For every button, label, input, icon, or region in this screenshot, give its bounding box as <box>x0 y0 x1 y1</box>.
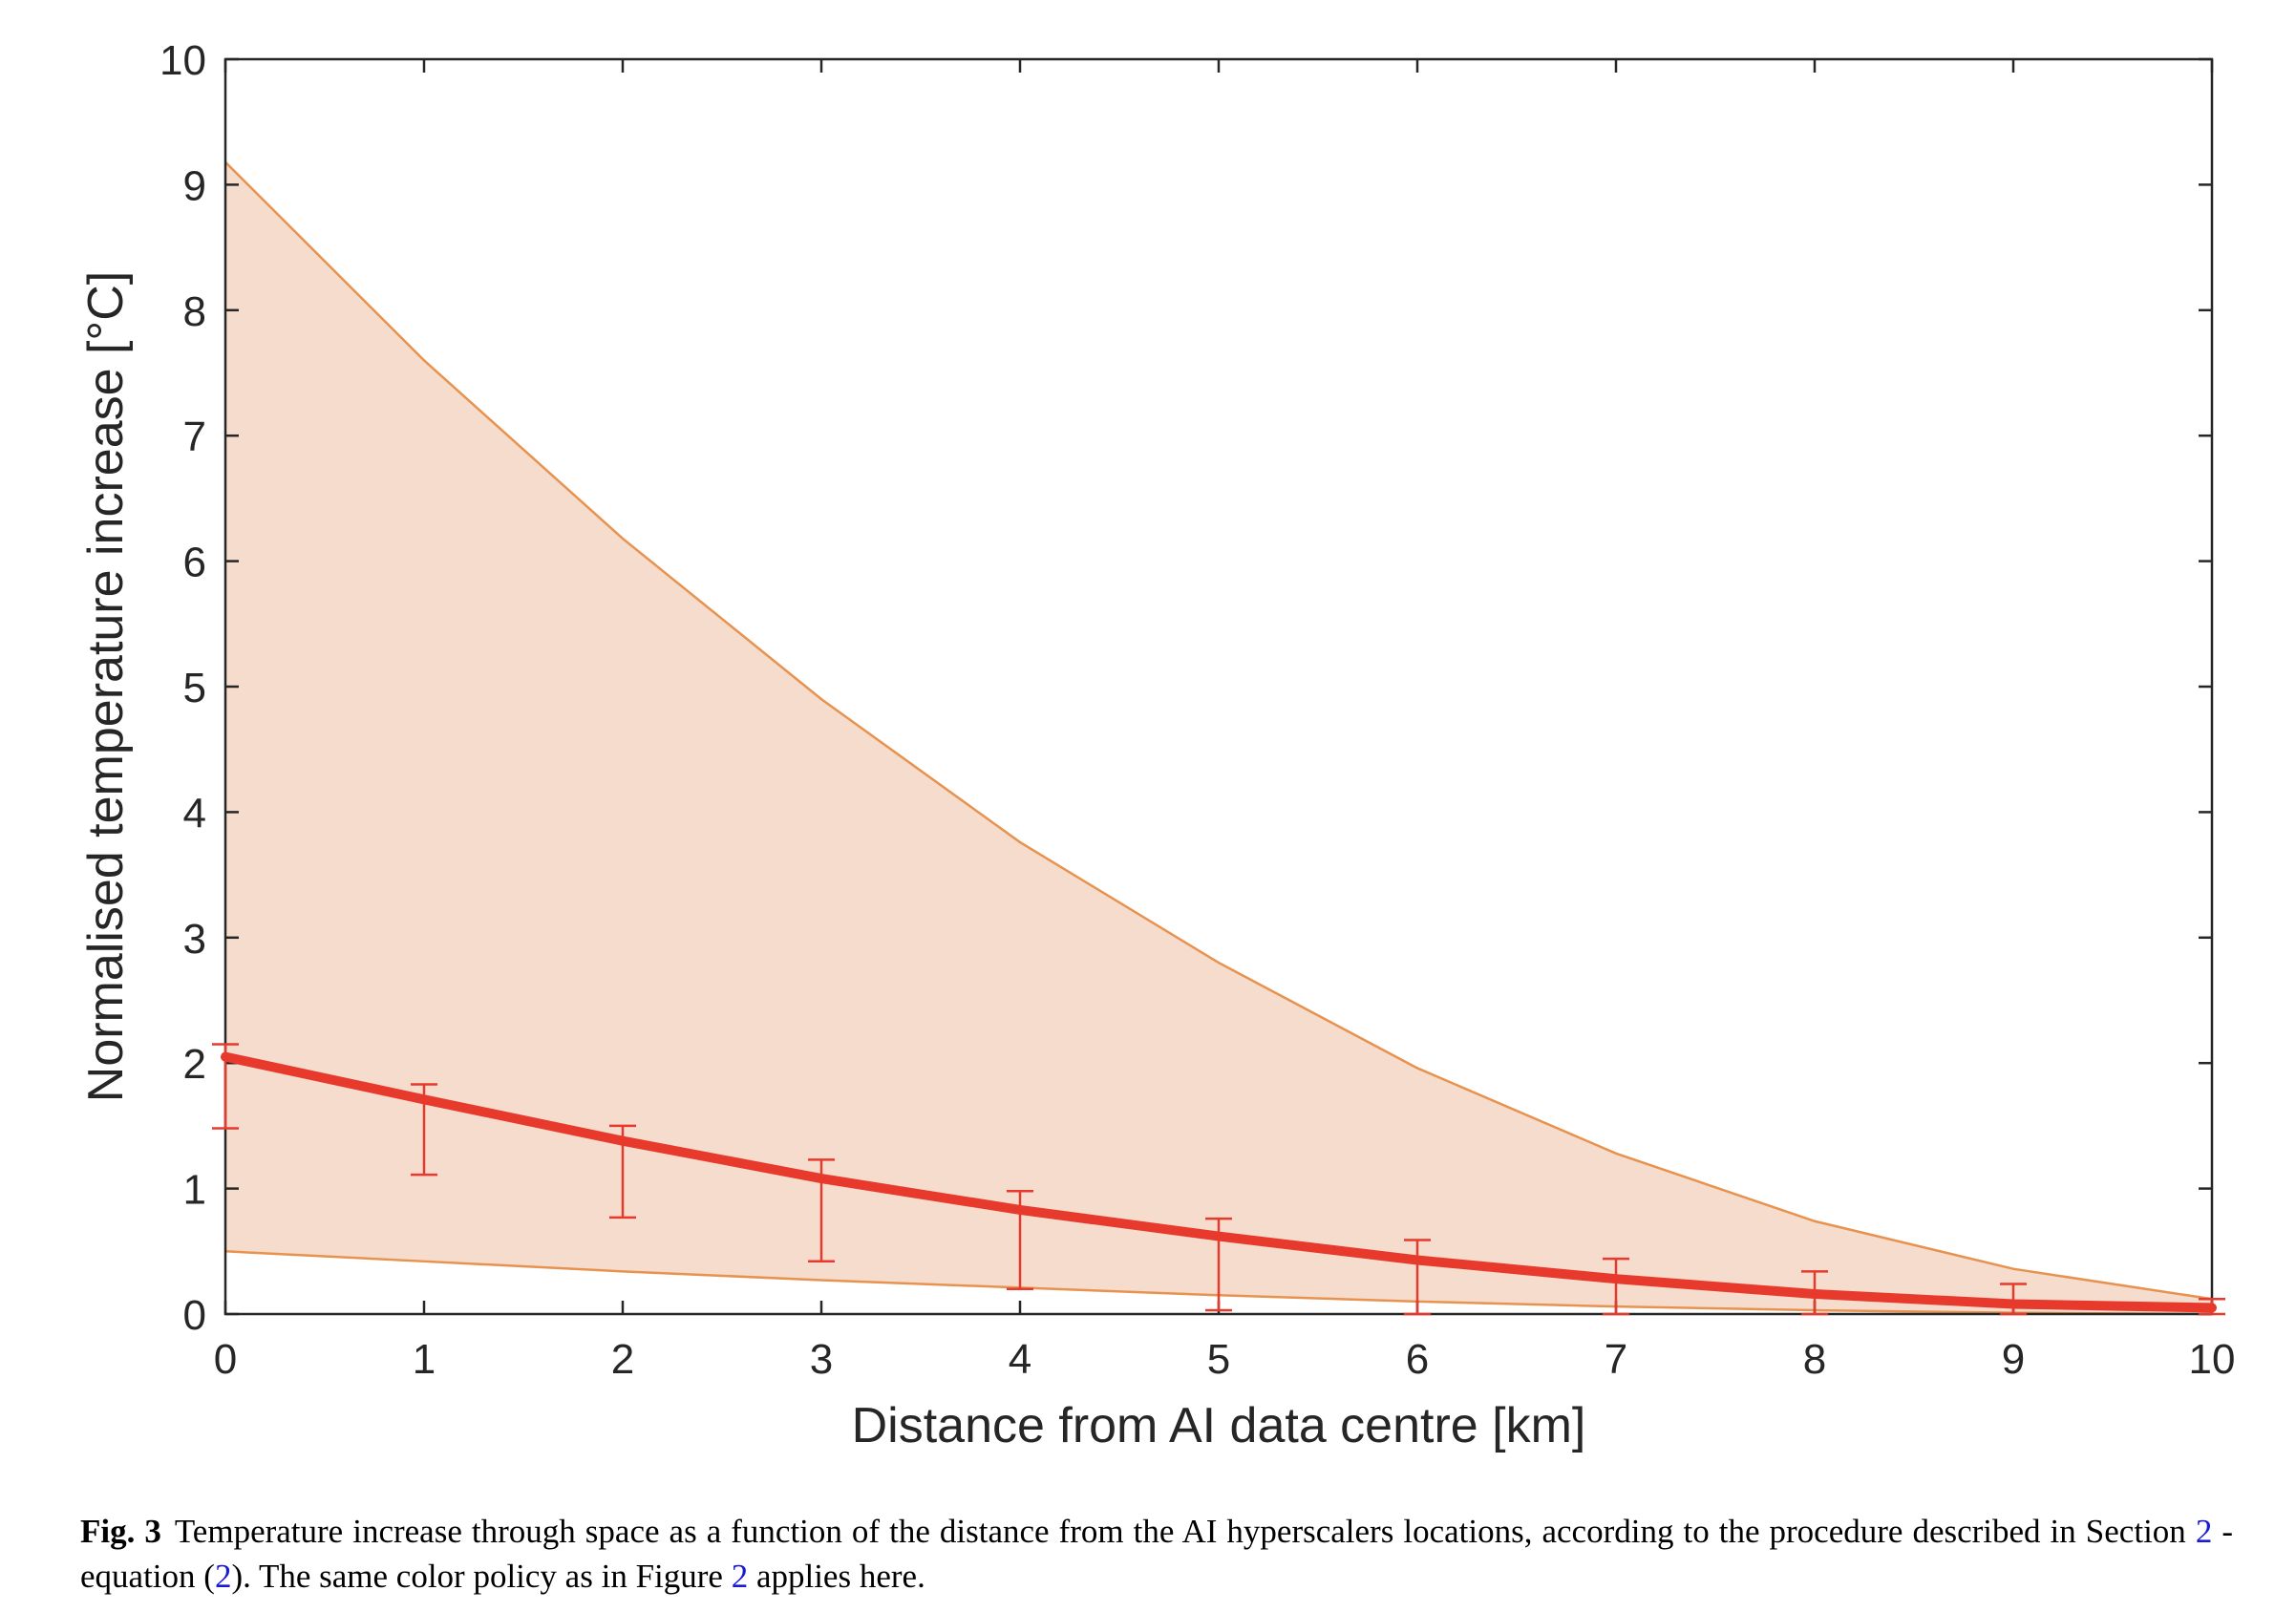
y-tick-label: 10 <box>159 37 206 84</box>
error-bar <box>2199 1297 2225 1316</box>
band-layer <box>224 160 2213 1316</box>
error-bar <box>212 1043 239 1130</box>
y-tick-label: 1 <box>183 1167 206 1214</box>
figure-caption: Fig. 3 Temperature increase through space… <box>80 1509 2233 1599</box>
error-bar <box>411 1083 437 1177</box>
error-bar <box>1404 1239 1431 1316</box>
error-bar <box>609 1124 636 1220</box>
y-axis-label: Normalised temperature increase [°C] <box>78 271 134 1102</box>
caption-text-2: - equation ( <box>80 1513 2233 1595</box>
y-tick-label: 9 <box>183 162 206 209</box>
caption-text-1: Temperature increase through space as a … <box>174 1513 2196 1550</box>
band-fill <box>225 161 2212 1314</box>
equation-ref-link[interactable]: 2 <box>214 1558 232 1595</box>
y-tick-label: 2 <box>183 1041 206 1088</box>
x-tick-label: 8 <box>1803 1336 1826 1383</box>
x-tick-label: 0 <box>214 1336 237 1383</box>
y-tick-label: 3 <box>183 916 206 963</box>
y-tick-label: 6 <box>183 540 206 586</box>
caption-text-4: applies here. <box>748 1558 925 1595</box>
x-tick-label: 10 <box>2189 1336 2236 1383</box>
y-tick-label: 7 <box>183 414 206 460</box>
series-layer <box>212 1043 2225 1316</box>
error-bar <box>808 1158 835 1263</box>
error-bar <box>1007 1189 1033 1290</box>
x-axis-label: Distance from AI data centre [km] <box>852 1398 1586 1453</box>
x-tick-label: 2 <box>611 1336 634 1383</box>
x-tick-label: 4 <box>1009 1336 1031 1383</box>
error-bar <box>1603 1257 1629 1316</box>
error-bar <box>1205 1217 1232 1312</box>
x-tick-label: 5 <box>1207 1336 1230 1383</box>
error-bar <box>1801 1270 1828 1316</box>
temperature-chart: 0 1 2 3 4 5 6 7 8 9 10 0 1 2 3 4 5 6 7 8 9 10 Distance from A… <box>78 37 2235 1453</box>
y-tick-label: 0 <box>183 1292 206 1339</box>
y-tick-label: 4 <box>183 790 206 837</box>
x-tick-label: 3 <box>810 1336 833 1383</box>
figure-label: Fig. 3 <box>80 1513 161 1550</box>
section-ref-link[interactable]: 2 <box>2195 1513 2213 1550</box>
x-tick-label: 6 <box>1406 1336 1429 1383</box>
x-tick-label: 9 <box>2002 1336 2025 1383</box>
axes-layer: 0 1 2 3 4 5 6 7 8 9 10 0 1 2 3 4 5 6 7 8 9 10 <box>159 37 2235 1383</box>
caption-text-3: ). The same color policy as in Figure <box>231 1558 732 1595</box>
x-tick-label: 1 <box>413 1336 436 1383</box>
y-tick-label: 8 <box>183 288 206 335</box>
x-tick-label: 7 <box>1605 1336 1627 1383</box>
error-bar <box>2000 1283 2027 1316</box>
band-upper-edge <box>224 160 2213 1301</box>
figure-ref-link[interactable]: 2 <box>731 1558 749 1595</box>
y-tick-label: 5 <box>183 665 206 711</box>
